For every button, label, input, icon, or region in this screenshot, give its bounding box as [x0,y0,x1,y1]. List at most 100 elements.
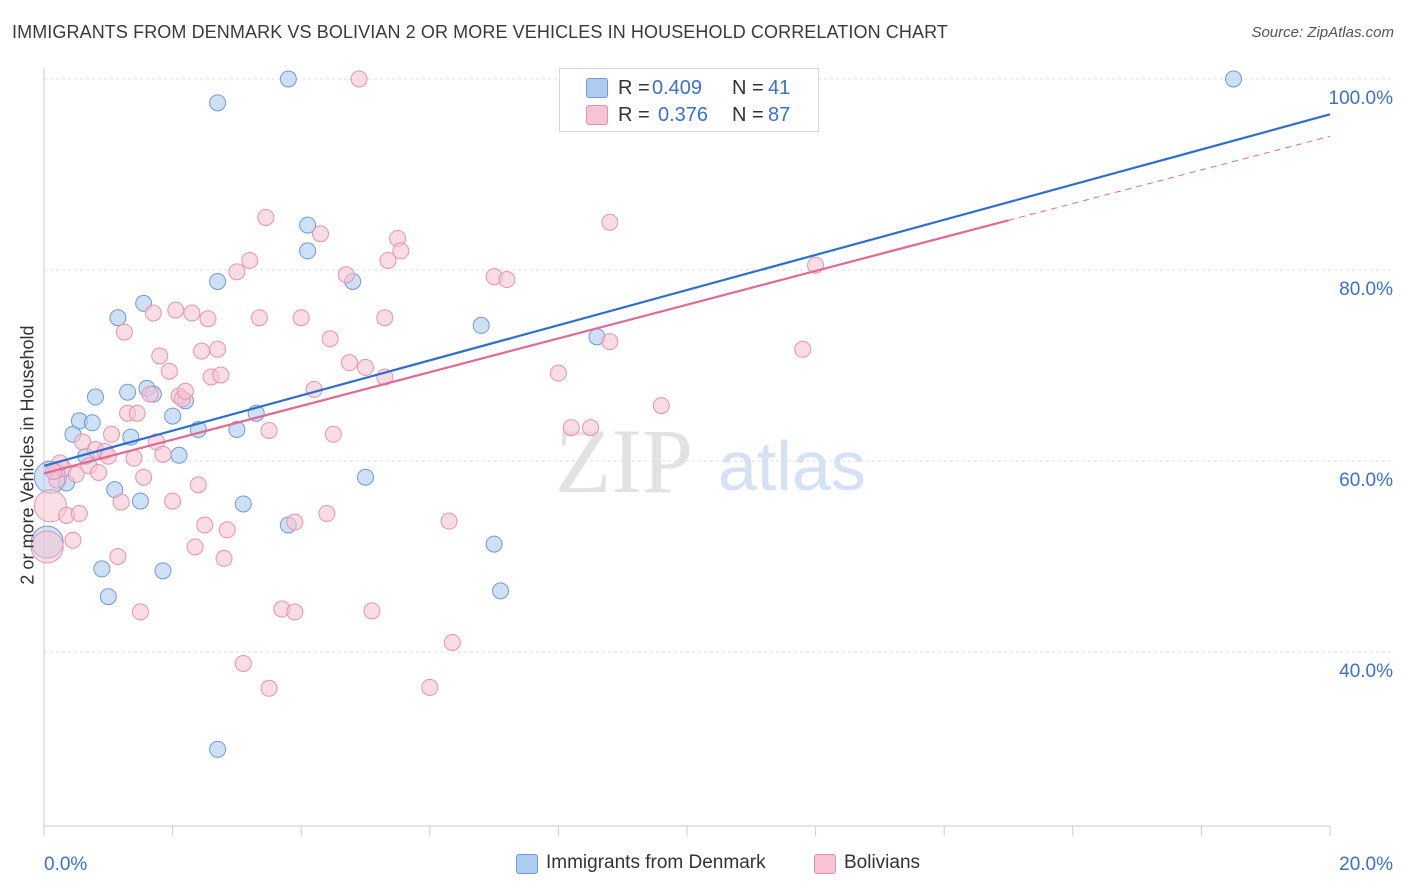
stats-row-denmark: R = 0.409 N = 41 [560,74,818,102]
bolivians-point [292,309,310,327]
denmark-point [357,468,374,486]
denmark-point [170,446,188,464]
bolivians-point [311,225,329,243]
bolivians-point [257,208,275,226]
bolivians-point [196,516,214,534]
denmark-point [492,582,510,600]
trend-lines [43,113,1331,475]
bolivians-point [218,521,236,539]
denmark-point [99,588,117,606]
denmark-point [209,740,227,758]
bolivians-point [64,531,82,549]
denmark-point [209,272,227,290]
bolivians-point [183,304,201,322]
bolivians-point [193,342,211,360]
bolivians-trend-extension [1008,135,1331,221]
bolivians-point [392,242,410,260]
bolivians-point [125,449,143,467]
bolivians-point [286,513,304,531]
bolivians-point [549,364,567,382]
bolivians-swatch [814,854,836,874]
denmark-point [86,388,104,406]
bolivians-point [228,263,246,281]
gridlines [44,78,1393,653]
denmark-swatch [516,854,538,874]
bolivians-point [128,404,146,422]
bolivians-point [115,323,133,341]
bolivians-point [176,382,194,400]
y-tick-label: 60.0% [1339,470,1393,491]
bolivians-point [212,366,230,384]
bolivians-point [241,251,259,269]
bolivians-trend-line [43,219,1009,475]
bolivians-point [260,421,278,439]
bolivians-point [74,433,92,451]
bolivians-point [582,419,600,437]
y-axis-label: 2 or more Vehicles in Household [17,325,38,585]
denmark-point [131,492,149,510]
bolivians-point [234,654,252,672]
bolivians-point [144,304,162,322]
bolivians-point [154,445,172,463]
bolivians-point [562,419,580,437]
denmark-point [1225,70,1243,88]
bolivians-point [443,633,461,651]
denmark-point [279,70,297,88]
bolivians-point [112,493,130,511]
denmark-point [83,414,101,432]
bolivians-point [186,538,204,556]
denmark-swatch [586,78,608,98]
bolivians-point [324,425,342,443]
bolivians-point [30,530,64,564]
bolivians-point [286,603,304,621]
bolivians-point [215,549,233,567]
bolivians-point [498,271,516,289]
bolivians-point [70,505,88,523]
axes [43,68,1331,836]
bolivians-point [209,340,227,358]
stats-row-bolivians: R = 0.376 N = 87 [560,101,818,129]
bolivians-point [601,333,619,351]
x-tick-label-max: 20.0% [1339,854,1393,875]
denmark-point [299,216,317,234]
denmark-point [209,94,227,112]
bolivians-point [151,347,169,365]
bolivians-swatch [586,105,608,125]
n-label: N = [732,77,764,99]
bolivians-point [109,548,127,565]
legend-label: Bolivians [844,852,921,873]
bolivians-point [260,679,278,697]
bolivians-point [67,465,85,483]
bolivians-point [794,340,812,358]
bolivians-point [189,476,207,494]
bolivians-point [131,603,149,621]
bolivians-point [90,463,108,481]
legend-label: Immigrants from Denmark [546,852,766,873]
denmark-point [299,242,317,260]
y-tick-label: 100.0% [1329,88,1394,109]
denmark-point [234,495,252,513]
n-value: 41 [768,77,791,99]
x-tick-label-min: 0.0% [44,854,87,875]
denmark-point [228,420,246,438]
bolivians-point [357,358,374,376]
bolivians-point [103,425,121,443]
denmark-point [154,562,172,580]
bolivians-point [652,397,670,415]
denmark-point [164,407,182,425]
y-tick-labels: 40.0% 60.0% 80.0% 100.0% [1329,88,1394,682]
bolivians-point [379,251,397,269]
bolivians-point [167,301,185,319]
bolivians-point [164,492,182,510]
denmark-point [109,309,127,327]
denmark-point [472,316,490,334]
stats-legend: R = 0.409 N = 41 R = 0.376 N = 87 [559,68,819,132]
r-label: R = [618,104,650,126]
y-tick-label: 80.0% [1339,279,1393,300]
source-credit: Source: ZipAtlas.com [1251,24,1394,41]
bolivians-point [199,310,217,328]
series-legend: Immigrants from Denmark Bolivians [0,852,1406,878]
bolivians-point [363,602,381,620]
r-value: 0.409 [652,77,703,99]
